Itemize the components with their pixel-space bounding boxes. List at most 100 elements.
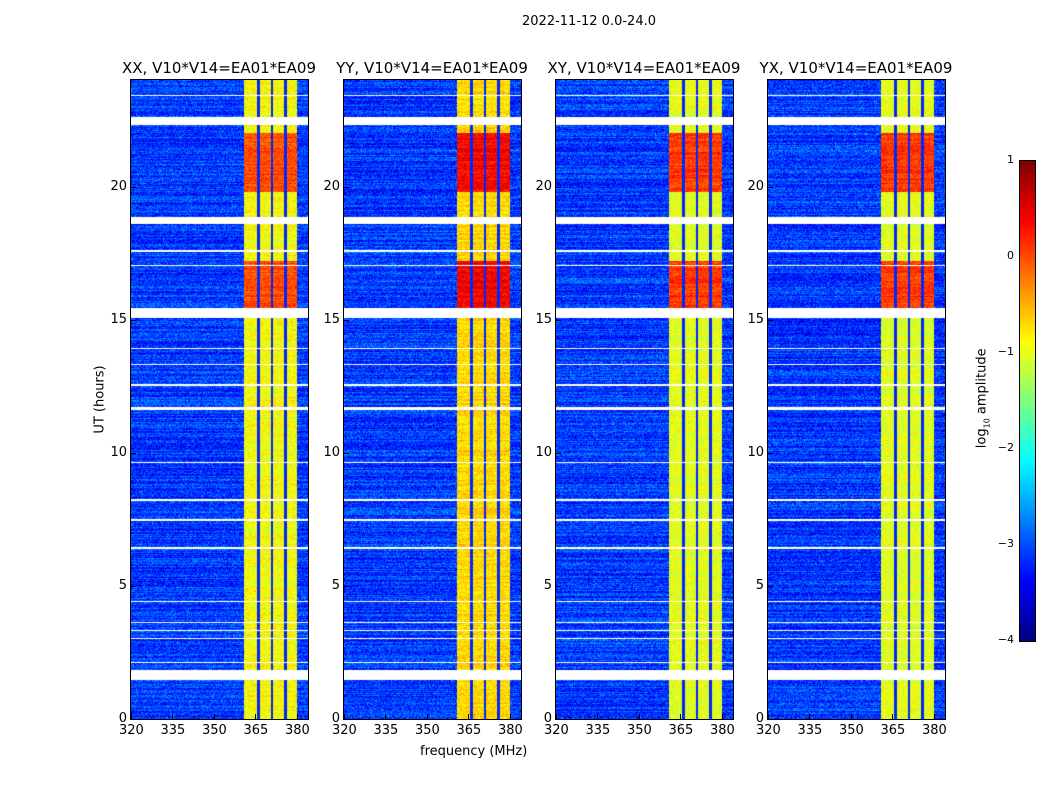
y-tick-label: 20	[323, 178, 340, 194]
y-tick-mark	[768, 585, 773, 587]
y-tick-label: 10	[747, 444, 764, 460]
x-tick-mark	[131, 714, 132, 719]
x-tick-label: 350	[201, 723, 227, 738]
y-tick-mark	[344, 319, 349, 321]
y-tick-mark	[768, 719, 773, 720]
x-tick-mark	[721, 714, 723, 719]
colorbar	[1019, 160, 1036, 642]
x-tick-mark	[509, 714, 511, 719]
x-tick-label: 365	[880, 723, 906, 738]
colorbar-tick-label: 1	[1007, 153, 1014, 166]
y-tick-mark	[556, 186, 561, 188]
colorbar-tick-label: −4	[997, 633, 1014, 646]
colorbar-label: log10 amplitude	[975, 333, 992, 463]
x-tick-label: 380	[709, 723, 735, 738]
panel-title: XX, V10*V14=EA01*EA09	[121, 59, 316, 77]
x-tick-label: 380	[921, 723, 947, 738]
x-tick-mark	[468, 714, 470, 719]
y-tick-mark	[344, 186, 349, 188]
x-tick-label: 365	[243, 723, 269, 738]
y-tick-mark	[768, 186, 773, 188]
colorbar-label-rest: amplitude	[974, 348, 990, 419]
y-tick-label: 5	[118, 577, 127, 593]
panel-title: YY, V10*V14=EA01*EA09	[336, 59, 528, 77]
x-tick-mark	[597, 714, 599, 719]
x-tick-mark	[556, 714, 557, 719]
x-tick-label: 335	[797, 723, 823, 738]
y-tick-label: 10	[323, 444, 340, 460]
y-tick-label: 15	[323, 311, 340, 327]
y-tick-mark	[344, 585, 349, 587]
x-tick-label: 320	[544, 723, 569, 738]
y-tick-mark	[131, 719, 136, 720]
y-tick-mark	[344, 452, 349, 454]
y-tick-mark	[768, 319, 773, 321]
x-tick-mark	[172, 714, 174, 719]
x-tick-mark	[850, 714, 852, 719]
spectrogram-panel	[130, 79, 309, 720]
spectrogram-heatmap	[768, 80, 945, 719]
spectrogram-panel	[767, 79, 946, 720]
x-tick-mark	[213, 714, 215, 719]
y-tick-label: 5	[543, 577, 552, 593]
y-tick-mark	[768, 452, 773, 454]
y-tick-label: 20	[110, 178, 127, 194]
x-tick-mark	[768, 714, 769, 719]
spectrogram-heatmap	[344, 80, 521, 719]
x-tick-mark	[892, 714, 894, 719]
y-tick-mark	[556, 719, 561, 720]
x-tick-mark	[296, 714, 298, 719]
x-tick-label: 350	[626, 723, 652, 738]
y-tick-label: 15	[535, 311, 552, 327]
x-tick-label: 365	[668, 723, 694, 738]
x-tick-mark	[426, 714, 428, 719]
y-tick-mark	[556, 585, 561, 587]
x-tick-label: 365	[456, 723, 482, 738]
panel-title: XY, V10*V14=EA01*EA09	[547, 59, 741, 77]
x-tick-label: 320	[119, 723, 144, 738]
x-tick-label: 335	[585, 723, 611, 738]
x-tick-label: 350	[838, 723, 864, 738]
colorbar-tick-label: 0	[1007, 249, 1014, 262]
x-tick-label: 335	[160, 723, 186, 738]
y-tick-mark	[131, 585, 136, 587]
y-tick-mark	[131, 319, 136, 321]
x-tick-label: 350	[414, 723, 440, 738]
y-tick-label: 0	[331, 711, 340, 726]
y-tick-mark	[556, 319, 561, 321]
spectrogram-heatmap	[556, 80, 733, 719]
y-tick-label: 10	[535, 444, 552, 460]
y-tick-label: 0	[118, 711, 127, 726]
y-tick-mark	[556, 452, 561, 454]
x-tick-label: 380	[497, 723, 523, 738]
y-tick-label: 15	[747, 311, 764, 327]
colorbar-tick-label: −3	[997, 537, 1014, 550]
x-tick-label: 380	[284, 723, 310, 738]
colorbar-tick-label: −2	[997, 441, 1014, 454]
spectrogram-panel	[555, 79, 734, 720]
x-tick-mark	[933, 714, 935, 719]
x-tick-mark	[638, 714, 640, 719]
y-tick-label: 20	[747, 178, 764, 194]
y-axis-label: UT (hours)	[92, 365, 108, 434]
x-tick-label: 335	[373, 723, 399, 738]
y-tick-label: 5	[755, 577, 764, 593]
y-tick-mark	[131, 452, 136, 454]
figure-title: 2022-11-12 0.0-24.0	[522, 14, 656, 29]
y-tick-label: 20	[535, 178, 552, 194]
x-tick-mark	[809, 714, 811, 719]
spectrogram-heatmap	[131, 80, 308, 719]
y-tick-label: 5	[331, 577, 340, 593]
y-tick-mark	[131, 186, 136, 188]
colorbar-label-main: log	[974, 428, 990, 449]
x-tick-mark	[344, 714, 345, 719]
x-tick-mark	[255, 714, 257, 719]
y-tick-label: 15	[110, 311, 127, 327]
x-tick-mark	[680, 714, 682, 719]
colorbar-label-sub: 10	[982, 418, 992, 429]
y-tick-label: 0	[543, 711, 552, 726]
y-tick-label: 0	[755, 711, 764, 726]
y-tick-mark	[344, 719, 349, 720]
spectrogram-panel	[343, 79, 522, 720]
